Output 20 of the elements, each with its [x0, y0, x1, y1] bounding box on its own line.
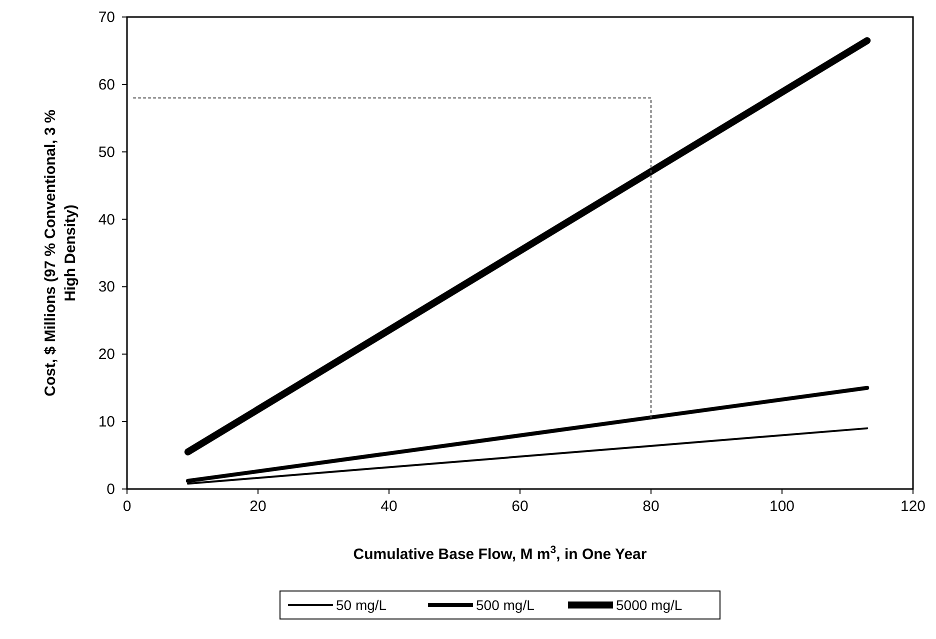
x-tick-label: 120 [900, 498, 926, 515]
x-tick-label: 40 [380, 498, 398, 515]
y-axis-title: Cost, $ Millions (97 % Conventional, 3 % High Density) [42, 110, 79, 396]
x-tick-label: 20 [250, 498, 266, 515]
y-tick-label: 70 [98, 9, 115, 26]
y-tick-label: 0 [106, 481, 115, 498]
x-tick-label: 100 [769, 498, 795, 515]
x-axis-title: Cumulative Base Flow, M m$^{3}$, in One Year [353, 544, 647, 563]
legend-label: 500 mg/L [476, 597, 535, 613]
legend-label: 50 mg/L [336, 597, 387, 613]
x-tick-label: 0 [122, 498, 132, 515]
legend-label: 5000 mg/L [616, 597, 682, 613]
x-tick-label: 60 [512, 498, 528, 515]
x-tick-label: 80 [642, 498, 660, 515]
y-tick-label: 60 [98, 76, 115, 94]
y-tick-label: 30 [98, 278, 115, 296]
y-tick-label: 50 [98, 144, 115, 161]
y-tick-label: 20 [98, 346, 115, 364]
y-tick-label: 40 [98, 211, 115, 228]
y-tick-label: 10 [98, 414, 115, 431]
